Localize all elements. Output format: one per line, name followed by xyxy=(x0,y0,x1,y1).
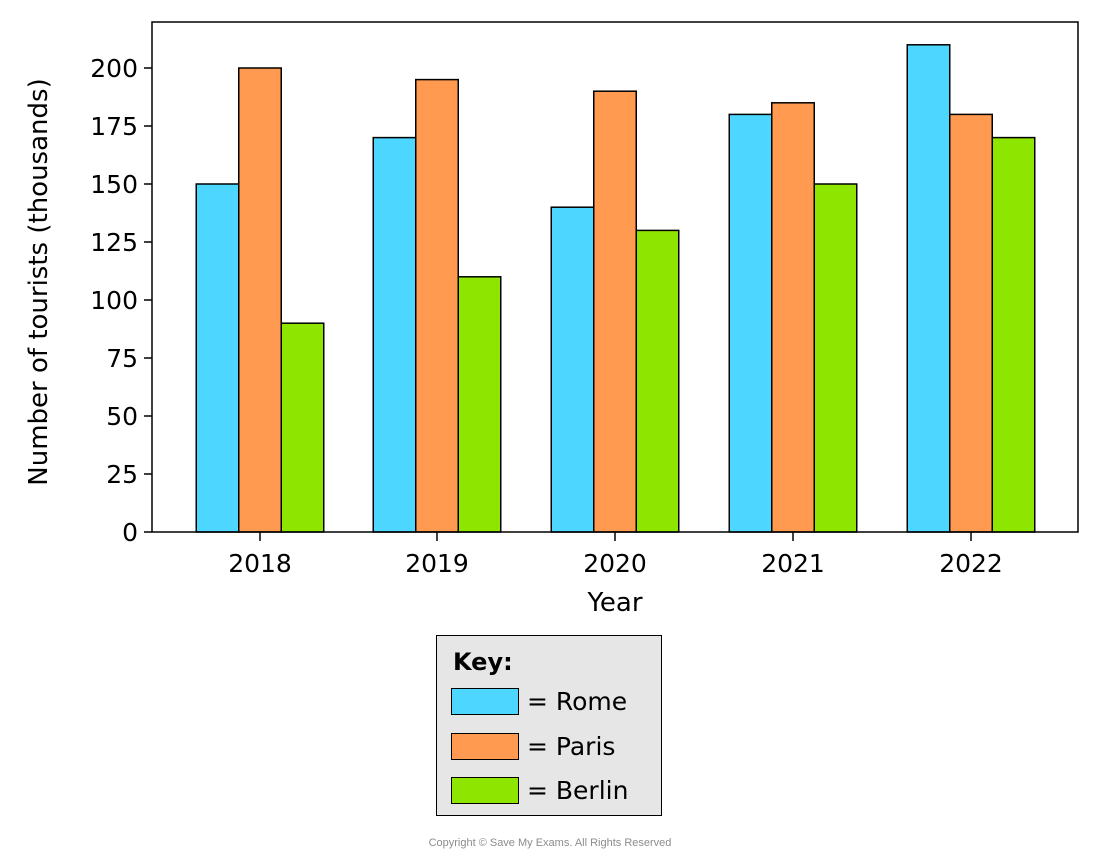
y-tick-label: 200 xyxy=(90,54,138,83)
y-tick-label: 50 xyxy=(106,402,138,431)
x-axis-ticks: 2018 2019 2020 2021 2022 xyxy=(228,532,1003,578)
legend-item-berlin: = Berlin xyxy=(451,775,628,805)
bar-paris-2021 xyxy=(771,102,815,533)
bar-rome-2020 xyxy=(550,206,595,533)
legend-title: Key: xyxy=(453,648,513,676)
bar-paris-2018 xyxy=(238,67,282,533)
y-tick-label: 75 xyxy=(106,344,138,373)
x-tick-label-2020: 2020 xyxy=(583,549,647,578)
legend-swatch-paris xyxy=(451,732,519,760)
x-tick-label-2021: 2021 xyxy=(761,549,825,578)
y-axis-ticks: 0 25 50 75 100 125 150 175 200 xyxy=(90,54,152,547)
legend-item-rome: = Rome xyxy=(451,686,627,716)
bar-paris-2020 xyxy=(593,90,637,533)
x-tick-label-2022: 2022 xyxy=(939,549,1003,578)
bar-rome-2021 xyxy=(728,113,773,533)
y-axis-label: Number of tourists (thousands) xyxy=(24,78,54,485)
y-tick-label: 0 xyxy=(122,518,138,547)
bar-rome-2019 xyxy=(372,136,417,533)
bar-berlin-2022 xyxy=(991,136,1036,533)
x-axis-label: Year xyxy=(586,588,642,618)
legend-item-paris: = Paris xyxy=(451,731,615,761)
copyright-text: Copyright © Save My Exams. All Rights Re… xyxy=(428,837,672,849)
legend-swatch-berlin xyxy=(451,776,519,804)
bar-paris-2019 xyxy=(415,78,459,533)
y-tick-label: 150 xyxy=(90,170,138,199)
bar-berlin-2021 xyxy=(813,183,858,533)
bar-berlin-2018 xyxy=(280,322,325,533)
y-tick-label: 175 xyxy=(90,112,138,141)
y-tick-label: 125 xyxy=(90,228,138,257)
bars-layer xyxy=(195,44,1036,533)
y-tick-label: 25 xyxy=(106,460,138,489)
legend-label-paris: = Paris xyxy=(527,731,616,761)
legend-swatch-rome xyxy=(451,687,519,715)
x-tick-label-2019: 2019 xyxy=(405,549,469,578)
legend-label-rome: = Rome xyxy=(527,686,628,716)
bar-berlin-2019 xyxy=(457,276,502,533)
bar-berlin-2020 xyxy=(635,229,680,533)
bar-rome-2018 xyxy=(195,183,240,533)
legend-key: Key: = Rome = Paris = Berlin xyxy=(436,635,662,816)
legend-label-berlin: = Berlin xyxy=(527,775,629,805)
bar-paris-2022 xyxy=(949,113,993,533)
x-tick-label-2018: 2018 xyxy=(228,549,292,578)
bar-rome-2022 xyxy=(906,44,951,533)
y-tick-label: 100 xyxy=(90,286,138,315)
